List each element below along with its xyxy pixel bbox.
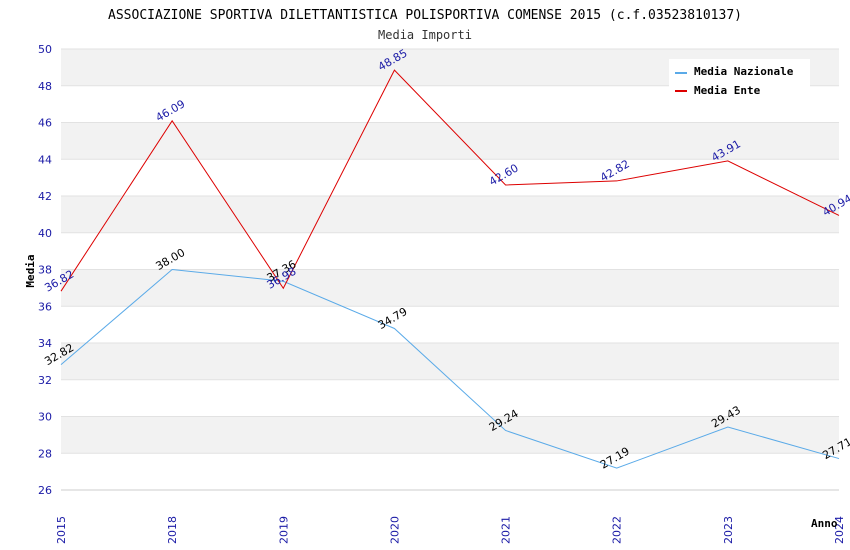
x-axis-label: Anno xyxy=(811,517,838,530)
y-tick-label: 28 xyxy=(38,447,52,460)
x-tick-label: 2018 xyxy=(166,516,179,544)
grid-bands xyxy=(61,49,839,490)
series-lines xyxy=(60,69,840,469)
y-tick-label: 42 xyxy=(38,190,52,203)
y-tick-label: 44 xyxy=(38,153,52,166)
x-tick-label: 2023 xyxy=(722,516,735,544)
x-tick-label: 2019 xyxy=(277,516,290,544)
legend-label-media-ente: Media Ente xyxy=(694,84,761,97)
x-tick-label: 2015 xyxy=(55,516,68,544)
legend: Media Nazionale Media Ente xyxy=(669,59,810,99)
series-line-media-nazionale xyxy=(60,268,840,469)
legend-box xyxy=(669,59,810,99)
y-tick-label: 30 xyxy=(38,411,52,424)
x-axis-ticks: 2015 2018 2019 2020 2021 2022 2023 2024 xyxy=(55,516,846,544)
grid-band xyxy=(61,269,839,307)
chart-title: ASSOCIAZIONE SPORTIVA DILETTANTISTICA PO… xyxy=(108,8,742,23)
grid-band xyxy=(61,306,839,343)
grid-band xyxy=(61,416,839,454)
chart-subtitle: Media Importi xyxy=(378,28,472,42)
x-tick-label: 2020 xyxy=(388,516,401,544)
y-tick-label: 36 xyxy=(38,300,52,313)
series-line-media-ente xyxy=(60,69,840,292)
grid-band xyxy=(61,232,839,270)
grid-band xyxy=(61,159,839,196)
grid-band xyxy=(61,196,839,233)
x-tick-label: 2022 xyxy=(611,516,624,544)
legend-label-media-nazionale: Media Nazionale xyxy=(694,65,794,78)
y-tick-label: 26 xyxy=(38,484,52,497)
x-tick-label: 2021 xyxy=(500,516,513,544)
y-tick-label: 46 xyxy=(38,117,52,130)
y-tick-label: 50 xyxy=(38,43,52,56)
y-tick-label: 34 xyxy=(38,337,52,350)
grid-band xyxy=(61,453,839,490)
y-tick-label: 40 xyxy=(38,227,52,240)
grid-band xyxy=(61,343,839,380)
grid-band xyxy=(61,122,839,160)
y-axis-ticks: 26 28 30 32 34 36 38 40 42 44 46 48 50 xyxy=(38,43,52,497)
y-tick-label: 32 xyxy=(38,374,52,387)
y-tick-label: 48 xyxy=(38,80,52,93)
x-tick-label: 2024 xyxy=(833,516,846,544)
grid-band xyxy=(61,379,839,417)
y-axis-label: Media xyxy=(24,254,37,287)
y-tick-label: 38 xyxy=(38,264,52,277)
